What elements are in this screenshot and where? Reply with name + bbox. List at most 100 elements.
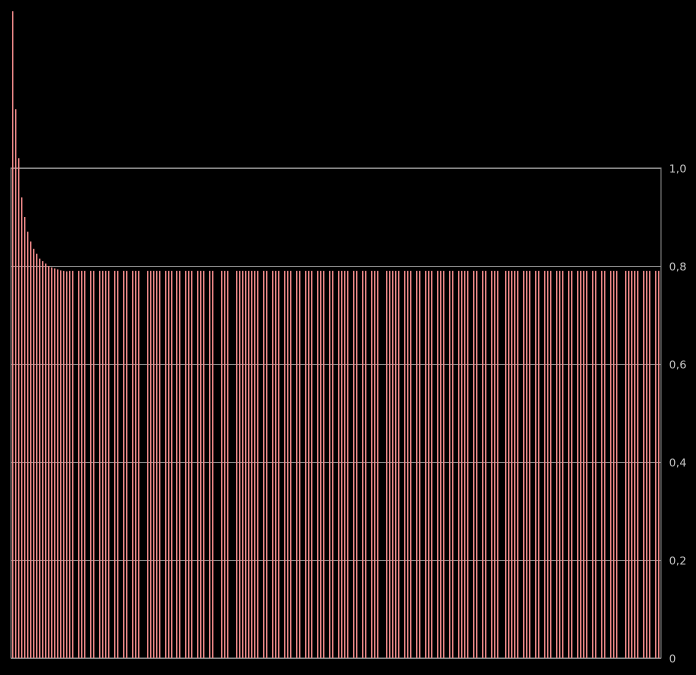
bar [84,270,86,658]
bar [42,261,44,658]
bar [529,270,531,658]
bar [559,270,561,658]
bar [634,270,636,658]
bar [36,253,38,658]
bar [48,266,50,658]
bar [464,270,466,658]
bar [135,270,137,658]
bar [72,270,74,658]
bar [410,270,412,658]
bar [179,270,181,658]
bar [12,11,14,658]
bar [329,270,331,658]
bar [251,270,253,658]
bar [117,270,119,658]
bar [440,270,442,658]
bar [428,270,430,658]
bar [613,270,615,658]
bar [544,270,546,658]
bar [39,258,41,658]
bar [386,270,388,658]
bar [562,270,564,658]
bar [586,270,588,658]
bars [12,11,660,658]
bar [15,109,17,658]
bar [508,270,510,658]
bar [631,270,633,658]
bar [287,270,289,658]
bar [491,270,493,658]
bar [132,270,134,658]
bar [341,270,343,658]
bar [404,270,406,658]
bar [263,270,265,658]
bar [81,270,83,658]
bar [320,270,322,658]
bar [227,270,229,658]
bar [200,270,202,658]
bar [374,270,376,658]
bar [485,270,487,658]
bar [168,270,170,658]
bar [407,270,409,658]
bar [523,270,525,658]
y-tick-label: 0,6 [669,359,687,372]
bar [347,270,349,658]
bar [266,270,268,658]
bar [99,270,101,658]
bar [108,270,110,658]
bar [511,270,513,658]
bar [30,241,32,658]
bar [437,270,439,658]
bar [431,270,433,658]
bar [254,270,256,658]
bar [637,270,639,658]
bar [416,270,418,658]
bar [272,270,274,658]
bar [389,270,391,658]
bar [69,270,71,658]
bar [203,270,205,658]
bar [425,270,427,658]
bar [655,270,657,658]
bar [625,270,627,658]
y-tick-label: 0 [669,653,676,666]
bar [102,270,104,658]
bar [458,270,460,658]
bar [494,270,496,658]
bar [123,270,125,658]
bar [197,270,199,658]
bar [33,248,35,658]
bar [514,270,516,658]
bar [547,270,549,658]
bar [443,270,445,658]
bar [90,270,92,658]
y-tick-label: 0,2 [669,555,687,568]
bar [278,270,280,658]
bar [191,270,193,658]
bar [362,270,364,658]
bar [610,270,612,658]
bar [538,270,540,658]
bar [126,270,128,658]
bar [571,270,573,658]
bar [284,270,286,658]
bar [583,270,585,658]
bar [643,270,645,658]
bar [209,270,211,658]
bar [57,269,59,658]
y-tick-label: 0,4 [669,457,687,470]
bar [392,270,394,658]
bar [21,197,23,658]
bar [239,270,241,658]
bar [296,270,298,658]
bar [147,270,149,658]
bar [323,270,325,658]
bar [526,270,528,658]
bar [371,270,373,658]
bar [305,270,307,658]
bar [604,270,606,658]
y-tick-label: 1,0 [669,163,687,176]
bar [78,270,80,658]
bar [592,270,594,658]
